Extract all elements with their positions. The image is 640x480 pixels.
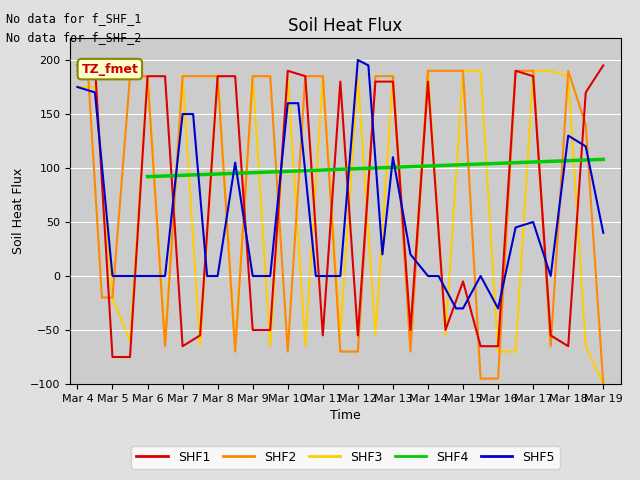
Y-axis label: Soil Heat Flux: Soil Heat Flux — [12, 168, 25, 254]
Text: No data for f_SHF_1: No data for f_SHF_1 — [6, 12, 142, 25]
Text: No data for f_SHF_2: No data for f_SHF_2 — [6, 31, 142, 44]
Text: TZ_fmet: TZ_fmet — [81, 62, 138, 75]
Title: Soil Heat Flux: Soil Heat Flux — [289, 17, 403, 36]
Legend: SHF1, SHF2, SHF3, SHF4, SHF5: SHF1, SHF2, SHF3, SHF4, SHF5 — [131, 445, 560, 468]
X-axis label: Time: Time — [330, 409, 361, 422]
